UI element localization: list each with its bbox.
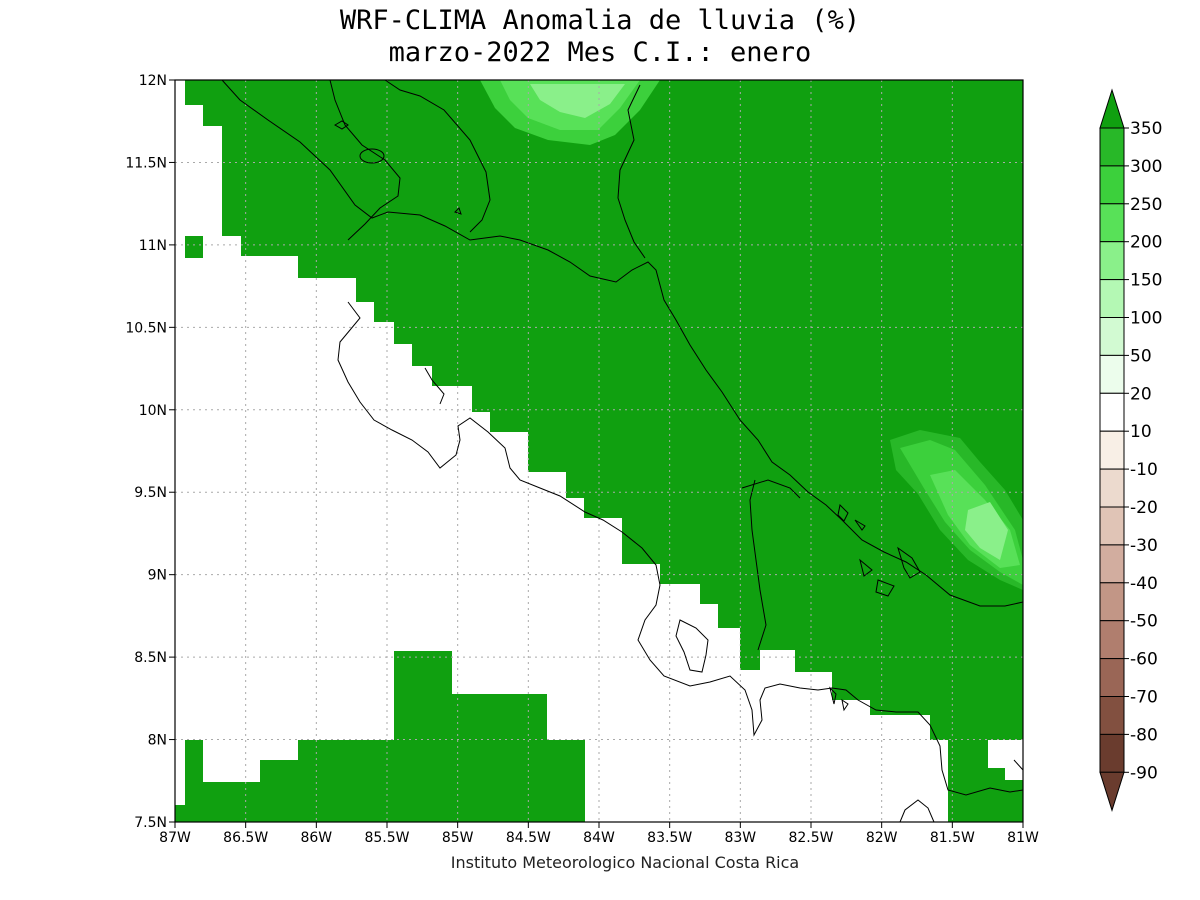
anomaly-area-north [185,80,1023,822]
y-tick-label: 11.5N [125,155,167,171]
colorbar-segment [1099,88,1125,129]
x-tick-label: 86W [300,830,332,846]
anomaly-blob-north-core [530,84,625,118]
x-tick-label: 82.5W [788,830,833,846]
colorbar-segment [1099,658,1125,697]
colorbar-segment [1099,279,1125,319]
x-tick-label: 81.5W [930,830,975,846]
x-tick-label: 85.5W [364,830,409,846]
x-tick-label: 84W [583,830,615,846]
colorbar-label: 350 [1130,119,1162,139]
x-tick-label: 81W [1007,830,1039,846]
colorbar-label: -80 [1130,725,1158,745]
anomaly-cell-small [185,236,203,258]
colorbar-segment [1099,506,1125,546]
colorbar-segment [1099,430,1125,470]
colorbar-label: -30 [1130,536,1158,556]
colorbar-segment [1099,696,1125,735]
y-tick-label: 10.5N [125,320,167,336]
colorbar-label: -60 [1130,650,1158,670]
y-tick-label: 7.5N [134,815,167,831]
colorbar: 350 300 250 200 150 100 50 20 10 -10 -20 -30 -40 -50 -… [1099,88,1162,812]
x-tick-label: 83.5W [647,830,692,846]
colorbar-segment [1099,354,1125,394]
no-change-patch [988,740,1023,780]
colorbar-label: 50 [1130,346,1152,366]
y-axis: 7.5N 8N 8.5N 9N 9.5N 10N 10.5N 11N 11.5N 12N [125,73,175,831]
x-tick-label: 86.5W [223,830,268,846]
colorbar-segment [1099,392,1125,432]
y-tick-label: 8N [148,733,167,749]
map-subtitle: marzo-2022 Mes C.I.: enero [388,37,812,68]
colorbar-label: -50 [1130,612,1158,632]
x-tick-label: 82W [866,830,898,846]
y-tick-label: 12N [139,73,167,89]
y-tick-label: 9N [148,568,167,584]
map-title: WRF-CLIMA Anomalia de lluvia (%) [339,5,861,36]
colorbar-segment [1099,582,1125,622]
colorbar-segment [1099,127,1125,167]
colorbar-label: -90 [1130,763,1158,783]
colorbar-label: 20 [1130,384,1152,404]
y-tick-label: 11N [139,238,167,254]
colorbar-segment [1099,203,1125,243]
y-tick-label: 9.5N [134,485,167,501]
anomaly-blob-east-peak [965,502,1008,560]
y-tick-label: 10N [139,403,167,419]
colorbar-segment [1099,544,1125,584]
map-grid [175,80,1023,822]
colorbar-label: 200 [1130,233,1162,253]
x-tick-label: 83W [724,830,756,846]
credit-text: Instituto Meteorologico Nacional Costa R… [450,853,800,872]
colorbar-segment [1099,317,1125,356]
colorbar-segment [1099,468,1125,508]
colorbar-label: -10 [1130,460,1158,480]
x-tick-label: 87W [159,830,191,846]
colorbar-label: -40 [1130,574,1158,594]
colorbar-segment [1099,771,1125,812]
x-tick-label: 84.5W [506,830,551,846]
colorbar-segment [1099,165,1125,205]
colorbar-segment [1099,733,1125,773]
coastline [221,79,1024,823]
colorbar-label: 10 [1130,422,1152,442]
colorbar-label: 150 [1130,271,1162,291]
y-tick-label: 8.5N [134,650,167,666]
colorbar-label: -20 [1130,498,1158,518]
colorbar-label: 300 [1130,157,1162,177]
colorbar-label: -70 [1130,688,1158,708]
colorbar-label: 100 [1130,309,1162,329]
x-axis: 87W 86.5W 86W 85.5W 85W 84.5W 84W 83.5W 83W 82.5W… [159,822,1039,846]
colorbar-segment [1099,620,1125,660]
anomaly-area-south [175,651,585,822]
colorbar-segment [1099,241,1125,281]
colorbar-label: 250 [1130,195,1162,215]
x-tick-label: 85W [442,830,474,846]
